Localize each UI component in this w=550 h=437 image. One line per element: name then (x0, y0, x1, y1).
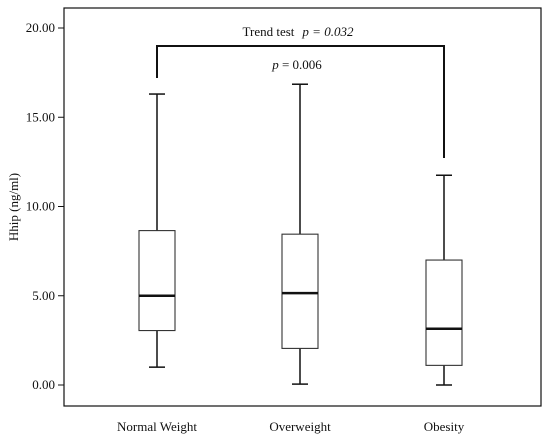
box-series (138, 83, 463, 386)
trend-test-label: Trend test (243, 24, 295, 39)
box-obesity (425, 174, 463, 386)
iqr-box (281, 233, 319, 349)
pairwise-p-symbol: p (271, 57, 279, 72)
x-axis-tick-labels: Normal Weight Overweight Obesity (117, 419, 465, 434)
pairwise-p-annotation: p = 0.006 (271, 57, 322, 72)
pairwise-p-value: = 0.006 (279, 57, 323, 72)
y-tick-label: 0.00 (32, 377, 55, 392)
x-tick-label: Obesity (424, 419, 465, 434)
trend-test-annotation: Trend test p = 0.032 (243, 24, 354, 39)
iqr-box (138, 230, 176, 332)
y-tick-label: 20.00 (26, 20, 55, 35)
x-tick-label: Overweight (269, 419, 331, 434)
y-tick-label: 15.00 (26, 109, 55, 124)
box-overweight (281, 83, 319, 385)
iqr-box (425, 259, 463, 366)
box-normal-weight (138, 93, 176, 368)
y-axis-label: Hhip (ng/ml) (6, 173, 21, 241)
trend-test-p: p = 0.032 (301, 24, 354, 39)
trend-bracket (156, 45, 445, 158)
y-tick-label: 5.00 (32, 288, 55, 303)
x-tick-label: Normal Weight (117, 419, 197, 434)
y-axis-ticks: 0.00 5.00 10.00 15.00 20.00 (26, 20, 64, 392)
y-tick-label: 10.00 (26, 199, 55, 214)
